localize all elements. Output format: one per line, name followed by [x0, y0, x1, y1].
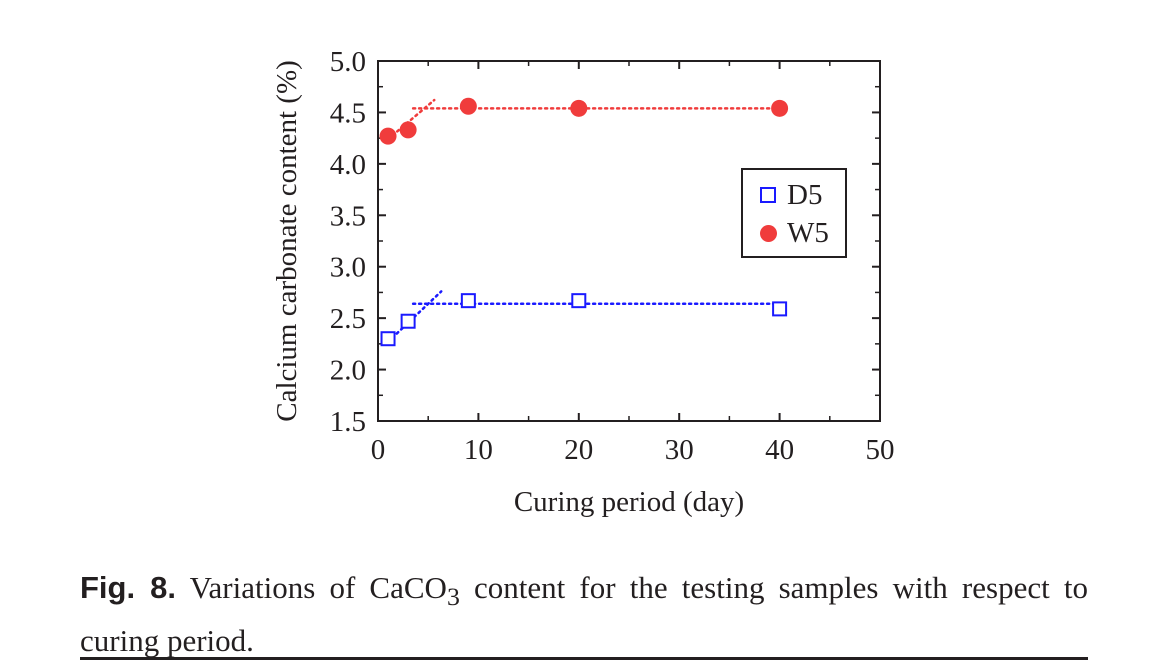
x-tick-label: 10: [464, 434, 493, 466]
x-tick-label: 30: [665, 434, 694, 466]
caption-text-1: Variations of CaCO: [175, 570, 447, 605]
data-point-d5: [400, 313, 416, 329]
data-point-d5: [571, 293, 587, 309]
data-point-w5: [570, 99, 588, 117]
data-point-d5: [460, 293, 476, 309]
legend: D5 W5: [741, 168, 847, 258]
open-square-marker-icon: [760, 187, 776, 203]
figure: 0 10 20 30 40 50 1.5 2.0 2.5 3.0 3.5 4.0 4.5 5.0 Curin…: [271, 46, 895, 518]
caption-subscript: 3: [446, 582, 460, 612]
y-tick-label: 4.5: [330, 97, 366, 129]
x-tick-label: 0: [371, 434, 386, 466]
data-point-w5: [459, 97, 477, 115]
figure-caption: Fig. 8. Variations of CaCO3 content for …: [80, 566, 1088, 663]
y-tick-label: 3.5: [330, 200, 366, 232]
x-tick-label: 50: [866, 434, 895, 466]
legend-label-w5: W5: [787, 216, 829, 249]
legend-item-w5: W5: [755, 216, 829, 249]
y-axis-label: Calcium carbonate content (%): [271, 60, 303, 422]
legend-label-d5: D5: [787, 178, 823, 211]
chart: 0 10 20 30 40 50 1.5 2.0 2.5 3.0 3.5 4.0 4.5 5.0 Curin…: [271, 46, 895, 518]
y-tick-label: 5.0: [330, 46, 366, 78]
x-axis-label: Curing period (day): [514, 486, 744, 518]
caption-text-2: content for the testing samples with res…: [80, 570, 1088, 659]
caption-rule: [80, 657, 1088, 660]
data-point-d5: [772, 301, 788, 317]
y-tick-label: 4.0: [330, 149, 366, 181]
data-point-w5: [399, 121, 417, 139]
x-tick-label: 40: [765, 434, 794, 466]
data-point-w5: [771, 99, 789, 117]
y-tick-label: 3.0: [330, 252, 366, 284]
trend-line-w5: [386, 98, 436, 141]
data-point-d5: [380, 331, 396, 347]
y-tick-label: 1.5: [330, 406, 366, 438]
y-tick-label: 2.5: [330, 303, 366, 335]
legend-item-d5: D5: [755, 178, 823, 211]
figure-label: Fig. 8.: [80, 570, 176, 605]
filled-circle-marker-icon: [759, 224, 777, 242]
y-tick-label: 2.0: [330, 355, 366, 387]
data-point-w5: [379, 127, 397, 145]
x-tick-label: 20: [564, 434, 593, 466]
